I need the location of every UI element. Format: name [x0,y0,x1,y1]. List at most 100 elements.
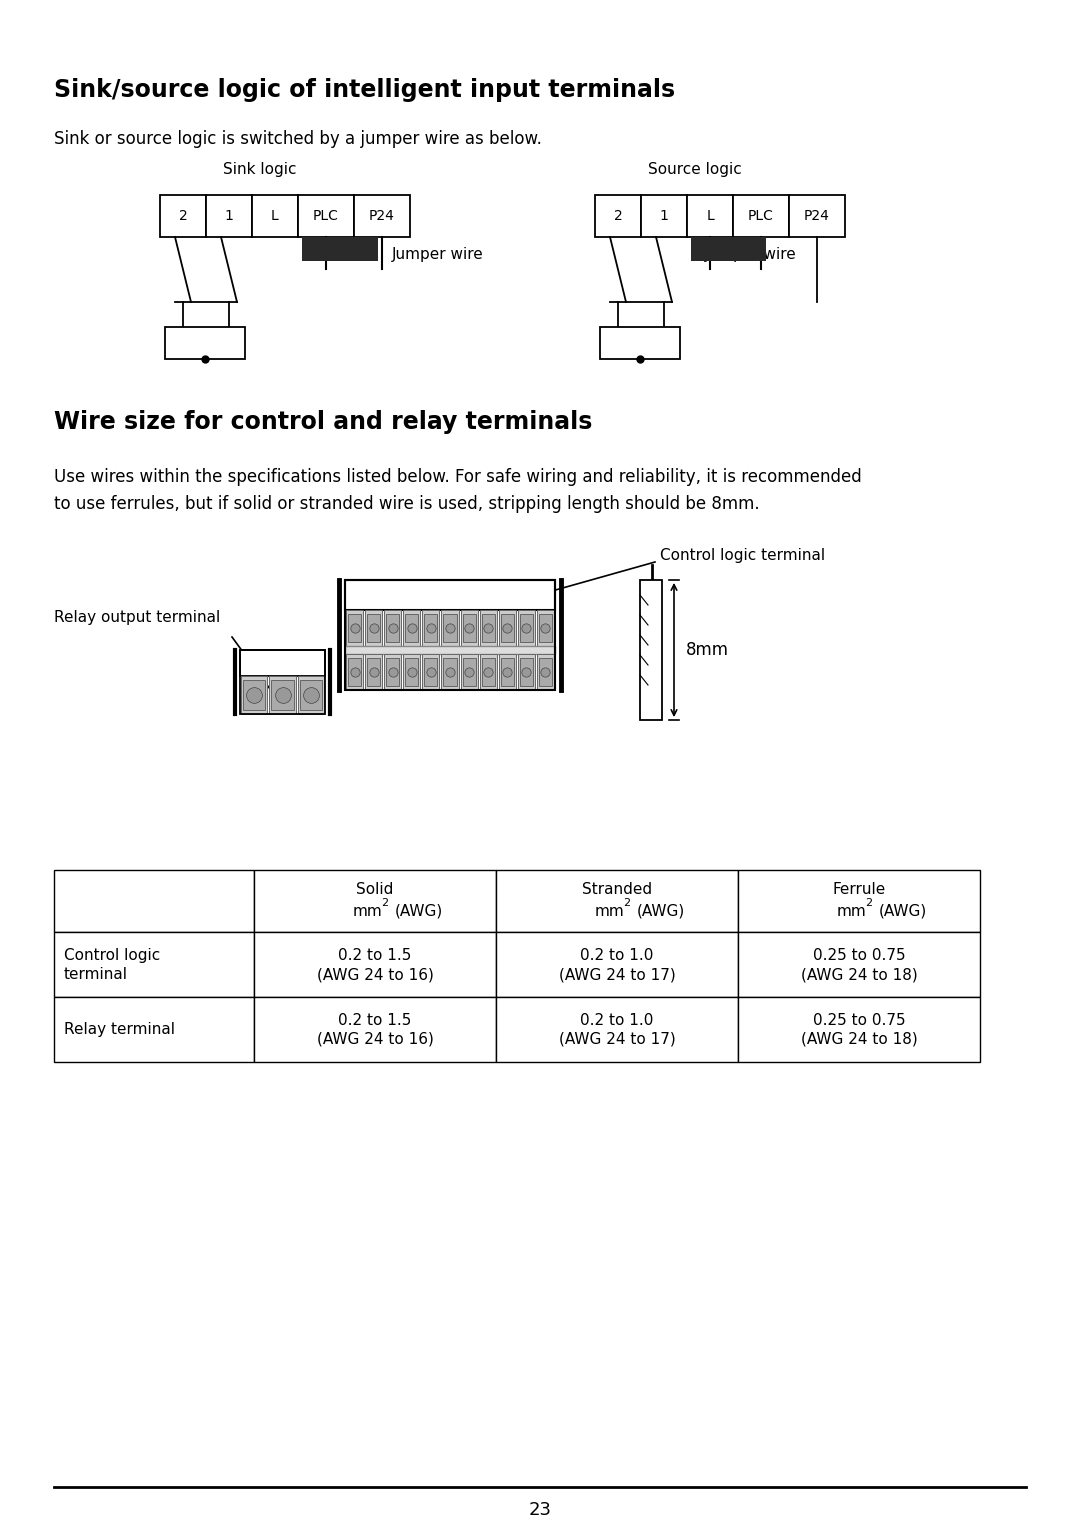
Bar [254,870,496,932]
Bar [517,655,535,690]
Bar [298,676,324,714]
Bar [640,580,662,720]
Text: Control logic terminal: Control logic terminal [660,548,825,563]
Text: Sink or source logic is switched by a jumper wire as below.: Sink or source logic is switched by a ju… [54,130,542,148]
Bar [595,195,642,237]
Text: 0.2 to 1.0: 0.2 to 1.0 [580,1013,653,1029]
Bar [424,658,437,687]
Text: 2: 2 [178,209,187,223]
Bar [346,610,363,645]
Text: PLC: PLC [313,209,339,223]
Bar [345,645,555,655]
Text: Sink logic: Sink logic [224,162,297,177]
Bar [240,650,325,714]
Text: Relay terminal: Relay terminal [64,1022,175,1038]
Bar [444,613,457,642]
Text: (AWG 24 to 17): (AWG 24 to 17) [558,967,675,983]
Text: Control logic: Control logic [64,948,160,963]
Text: 0.2 to 1.5: 0.2 to 1.5 [338,948,411,963]
Bar [501,658,514,687]
Bar [298,195,354,237]
Bar [365,655,382,690]
Bar [738,870,980,932]
Bar [733,195,789,237]
Bar [482,613,495,642]
Bar [346,655,363,690]
Text: Solid: Solid [356,882,394,896]
Bar [738,932,980,996]
Bar [254,932,496,996]
Text: (AWG 24 to 18): (AWG 24 to 18) [800,967,917,983]
Bar [354,195,410,237]
Bar [642,195,687,237]
Bar [442,655,459,690]
Bar [738,996,980,1062]
Bar [384,655,402,690]
Bar [384,610,402,645]
Bar [240,650,325,676]
Bar [271,681,294,710]
Bar [519,658,532,687]
Text: Use wires within the specifications listed below. For safe wiring and reliabilit: Use wires within the specifications list… [54,468,862,485]
Bar [252,195,298,237]
Bar [442,610,459,645]
Text: Ferrule: Ferrule [833,882,886,896]
Bar [496,870,738,932]
Text: P24: P24 [805,209,829,223]
Text: Jumper wire: Jumper wire [705,247,797,261]
Bar [405,658,418,687]
Bar [345,580,555,610]
Bar [460,655,477,690]
Bar [387,658,400,687]
Bar [517,610,535,645]
Text: terminal: terminal [64,967,129,983]
Bar [480,655,497,690]
Text: Relay output terminal: Relay output terminal [54,610,220,626]
Text: Sink/source logic of intelligent input terminals: Sink/source logic of intelligent input t… [54,78,675,102]
Bar [687,195,733,237]
Bar [462,613,475,642]
Text: mm: mm [352,903,382,919]
Bar [496,932,738,996]
Bar [496,996,738,1062]
Bar [345,580,555,690]
Text: Source logic: Source logic [648,162,742,177]
Bar [460,610,477,645]
Bar [691,237,766,261]
Text: 2: 2 [865,897,873,908]
Text: mm: mm [836,903,866,919]
Text: 2: 2 [613,209,622,223]
Text: 0.25 to 0.75: 0.25 to 0.75 [812,948,905,963]
Bar [54,996,254,1062]
Bar [537,655,554,690]
Bar [537,610,554,645]
Bar [424,613,437,642]
Bar [539,658,552,687]
Bar [365,610,382,645]
Bar [600,327,680,359]
Bar [387,613,400,642]
Bar [367,658,380,687]
Bar [422,610,440,645]
Text: (AWG): (AWG) [879,903,928,919]
Bar [403,610,420,645]
Text: (AWG 24 to 17): (AWG 24 to 17) [558,1032,675,1047]
Bar [269,676,296,714]
Text: PLC: PLC [748,209,774,223]
Bar [54,932,254,996]
Bar [160,195,206,237]
Text: 0.2 to 1.0: 0.2 to 1.0 [580,948,653,963]
Text: 0.25 to 0.75: 0.25 to 0.75 [812,1013,905,1029]
Text: mm: mm [594,903,624,919]
Bar [165,327,245,359]
Bar [348,613,361,642]
Bar [501,613,514,642]
Bar [254,996,496,1062]
Text: to use ferrules, but if solid or stranded wire is used, stripping length should : to use ferrules, but if solid or strande… [54,494,759,513]
Text: L: L [706,209,714,223]
Text: 1: 1 [660,209,669,223]
Text: Wire size for control and relay terminals: Wire size for control and relay terminal… [54,410,592,433]
Bar [302,237,378,261]
Bar [367,613,380,642]
Text: P24: P24 [369,209,395,223]
